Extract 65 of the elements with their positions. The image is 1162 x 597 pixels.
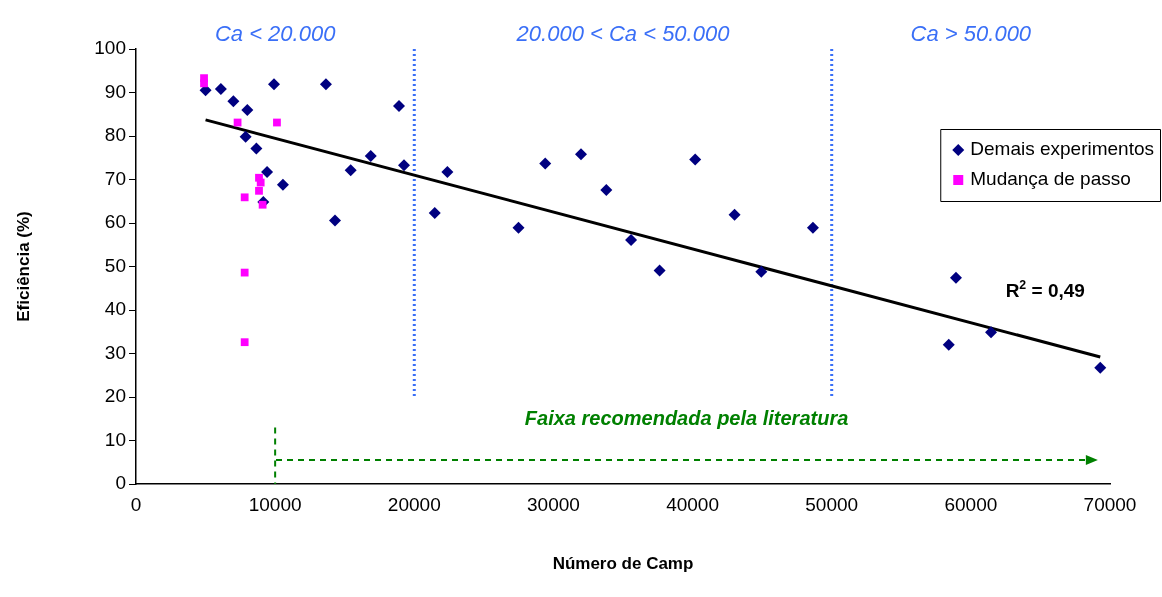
point — [240, 338, 249, 347]
point — [344, 164, 357, 177]
point — [689, 153, 702, 166]
point — [653, 264, 666, 277]
point — [428, 207, 441, 219]
point — [574, 148, 587, 161]
point — [942, 338, 955, 351]
y-tick-label: 100 — [94, 37, 126, 59]
x-tick-label: 50000 — [805, 493, 859, 515]
point — [258, 200, 267, 209]
point — [755, 265, 768, 278]
x-tick-label: 0 — [130, 493, 142, 515]
legend-label: Demais experimentos — [970, 138, 1155, 160]
point — [985, 326, 998, 339]
point — [319, 78, 332, 91]
y-axis-title: Eficiência (%) — [13, 211, 33, 322]
x-tick-label: 20000 — [387, 493, 441, 515]
y-tick-label: 60 — [104, 211, 126, 233]
point — [441, 166, 454, 179]
point — [240, 268, 249, 277]
point — [256, 178, 265, 187]
point — [392, 99, 405, 112]
point — [1094, 361, 1107, 374]
point — [227, 95, 240, 108]
point — [239, 130, 252, 143]
point — [268, 78, 281, 91]
point — [625, 233, 638, 246]
point — [261, 166, 274, 179]
point — [512, 221, 525, 234]
point — [600, 183, 613, 196]
legend-label: Mudança de passo — [970, 168, 1131, 190]
point — [240, 193, 249, 202]
text: Ca > 50.000 — [910, 21, 1032, 46]
x-axis-title: Número de Camp — [552, 554, 694, 574]
y-tick-label: 20 — [104, 385, 126, 407]
y-tick-label: 50 — [104, 254, 126, 276]
point — [273, 118, 281, 127]
point — [539, 157, 552, 170]
x-tick-label: 60000 — [944, 493, 998, 515]
point — [250, 142, 263, 155]
point — [214, 83, 227, 96]
point — [328, 214, 341, 227]
x-tick-label: 70000 — [1083, 493, 1137, 515]
y-tick-label: 30 — [104, 341, 126, 363]
x-tick-label: 40000 — [666, 493, 719, 515]
y-tick-label: 10 — [104, 428, 126, 450]
point — [241, 103, 254, 116]
point — [728, 208, 741, 221]
ref-line-label: Faixa recomendada pela literatura — [524, 407, 849, 430]
point — [255, 186, 263, 195]
text: Ca < 20.000 — [214, 21, 337, 46]
point — [397, 159, 410, 172]
x-tick-label: 30000 — [527, 493, 580, 515]
text: 20.000 < Ca < 50.000 — [515, 21, 731, 46]
y-tick-label: 40 — [104, 298, 126, 320]
point — [806, 221, 819, 234]
y-tick-label: 90 — [104, 80, 126, 102]
y-tick-label: 0 — [115, 472, 126, 494]
x-tick-label: 10000 — [248, 493, 302, 515]
point — [200, 79, 208, 88]
y-tick-label: 80 — [104, 124, 126, 146]
point — [364, 150, 377, 163]
y-tick-label: 70 — [104, 167, 126, 189]
point — [949, 271, 962, 284]
point — [276, 178, 289, 191]
